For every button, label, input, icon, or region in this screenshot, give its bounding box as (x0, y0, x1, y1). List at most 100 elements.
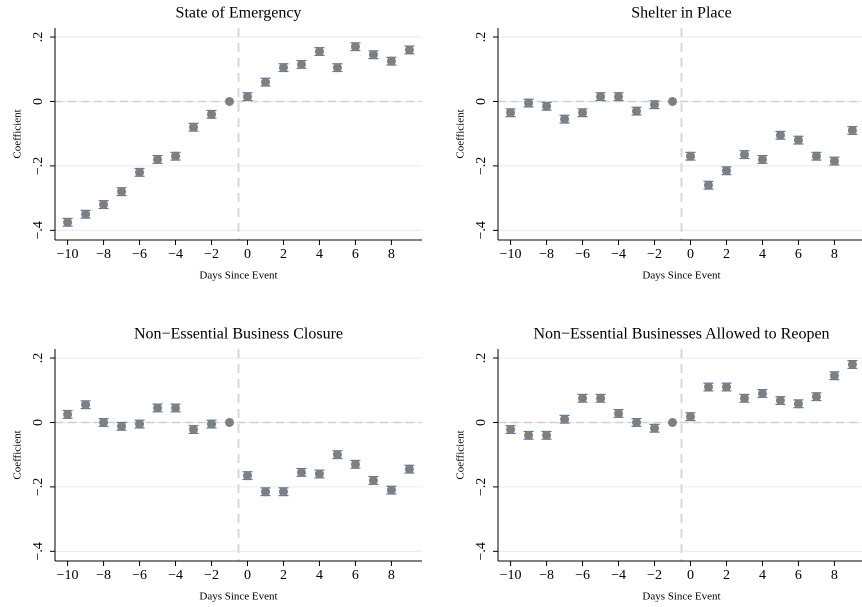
point (314, 469, 324, 479)
point (524, 430, 534, 440)
point (189, 425, 199, 435)
x-tick-label: −4 (168, 247, 183, 262)
x-tick-label: −4 (168, 568, 183, 583)
point (260, 77, 270, 87)
panel: Non−Essential Businesses Allowed to Reop… (455, 326, 862, 603)
panel-title: Non−Essential Businesses Allowed to Reop… (533, 326, 829, 343)
x-tick-label: 8 (831, 247, 838, 262)
x-axis-title: Days Since Event (642, 270, 720, 282)
point (703, 180, 713, 190)
point (721, 166, 731, 176)
point (278, 487, 288, 497)
x-tick-label: 8 (388, 247, 395, 262)
y-axis-title: Coefficient (12, 109, 24, 158)
panel: Non−Essential Business Closure −.4 −.2 0 .2 −… (12, 326, 422, 603)
point (739, 150, 749, 160)
point (739, 393, 749, 403)
point (386, 485, 396, 495)
x-tick-label: −4 (611, 247, 626, 262)
point (829, 371, 839, 381)
point (560, 414, 570, 424)
point (332, 63, 342, 73)
y-tick-label: 0 (474, 98, 489, 105)
point (117, 421, 127, 431)
x-tick-label: −6 (575, 568, 590, 583)
x-tick-label: −10 (500, 568, 522, 583)
y-tick-label: .2 (31, 32, 46, 43)
point (829, 156, 839, 166)
point (386, 56, 396, 66)
point (524, 98, 534, 108)
y-tick-label: −.4 (474, 221, 489, 239)
point (135, 419, 145, 429)
x-tick-label: 8 (831, 568, 838, 583)
x-tick-label: 2 (723, 247, 730, 262)
point (171, 151, 181, 161)
point (207, 109, 217, 119)
x-tick-label: −10 (57, 247, 79, 262)
y-axis-title: Coefficient (12, 430, 24, 479)
point (685, 151, 695, 161)
point (542, 430, 552, 440)
x-tick-label: 8 (388, 568, 395, 583)
point (650, 423, 660, 433)
point (685, 412, 695, 422)
point (811, 392, 821, 402)
point (296, 59, 306, 69)
y-tick-label: −.4 (31, 221, 46, 239)
point (153, 154, 163, 164)
point (81, 400, 91, 410)
point (668, 417, 678, 427)
point (278, 63, 288, 73)
x-tick-label: 2 (280, 568, 287, 583)
x-tick-label: −6 (575, 247, 590, 262)
x-tick-label: −2 (647, 247, 662, 262)
point (404, 464, 414, 474)
y-axis-title: Coefficient (455, 109, 467, 158)
point (207, 419, 217, 429)
point (63, 409, 73, 419)
x-tick-label: −6 (132, 568, 147, 583)
point (668, 96, 678, 106)
x-tick-label: 0 (244, 247, 251, 262)
x-tick-label: −2 (204, 568, 219, 583)
point (332, 450, 342, 460)
x-tick-label: −8 (539, 247, 554, 262)
point (578, 393, 588, 403)
point (703, 382, 713, 392)
point (614, 92, 624, 102)
point (560, 114, 570, 124)
point (242, 92, 252, 102)
point (350, 42, 360, 52)
x-tick-label: −8 (96, 568, 111, 583)
y-tick-label: −.2 (474, 157, 489, 175)
x-tick-label: 4 (759, 247, 766, 262)
y-tick-label: −.2 (31, 157, 46, 175)
x-tick-label: 2 (723, 568, 730, 583)
x-tick-label: 6 (795, 568, 802, 583)
x-tick-label: −8 (96, 247, 111, 262)
point (811, 151, 821, 161)
x-axis-title: Days Since Event (642, 591, 720, 603)
x-tick-label: 2 (280, 247, 287, 262)
panel-title: State of Emergency (176, 5, 302, 22)
panel-title: Shelter in Place (631, 5, 731, 22)
point (117, 187, 127, 197)
point (650, 100, 660, 110)
point (614, 408, 624, 418)
point (99, 417, 109, 427)
point (81, 209, 91, 219)
x-tick-label: −2 (647, 568, 662, 583)
point (368, 475, 378, 485)
x-tick-label: −2 (204, 247, 219, 262)
panel: Shelter in Place −.4 −.2 0 .2 −10 −8 −6 −4 −2 0 2 4 6… (455, 5, 862, 282)
y-tick-label: −.2 (474, 478, 489, 496)
point (135, 167, 145, 177)
point (793, 135, 803, 145)
point (189, 122, 199, 132)
x-tick-label: 0 (687, 568, 694, 583)
point (721, 382, 731, 392)
point (171, 403, 181, 413)
point (368, 50, 378, 60)
